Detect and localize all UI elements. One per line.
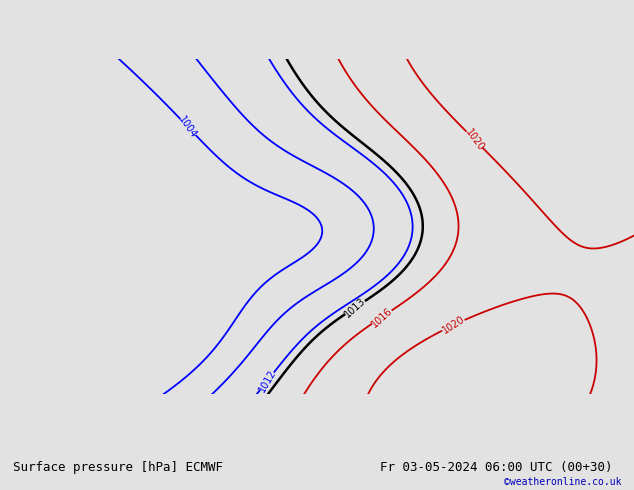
- Text: 1012: 1012: [257, 368, 278, 394]
- Text: 1016: 1016: [370, 305, 394, 329]
- Text: 1020: 1020: [440, 314, 467, 336]
- Text: Surface pressure [hPa] ECMWF: Surface pressure [hPa] ECMWF: [13, 462, 223, 474]
- Text: 1008: 1008: [170, 409, 193, 435]
- Text: 1013: 1013: [342, 295, 368, 319]
- Text: 1020: 1020: [463, 127, 486, 152]
- Text: ©weatheronline.co.uk: ©weatheronline.co.uk: [504, 477, 621, 487]
- Text: Fr 03-05-2024 06:00 UTC (00+30): Fr 03-05-2024 06:00 UTC (00+30): [380, 462, 613, 474]
- Text: 1004: 1004: [177, 114, 199, 140]
